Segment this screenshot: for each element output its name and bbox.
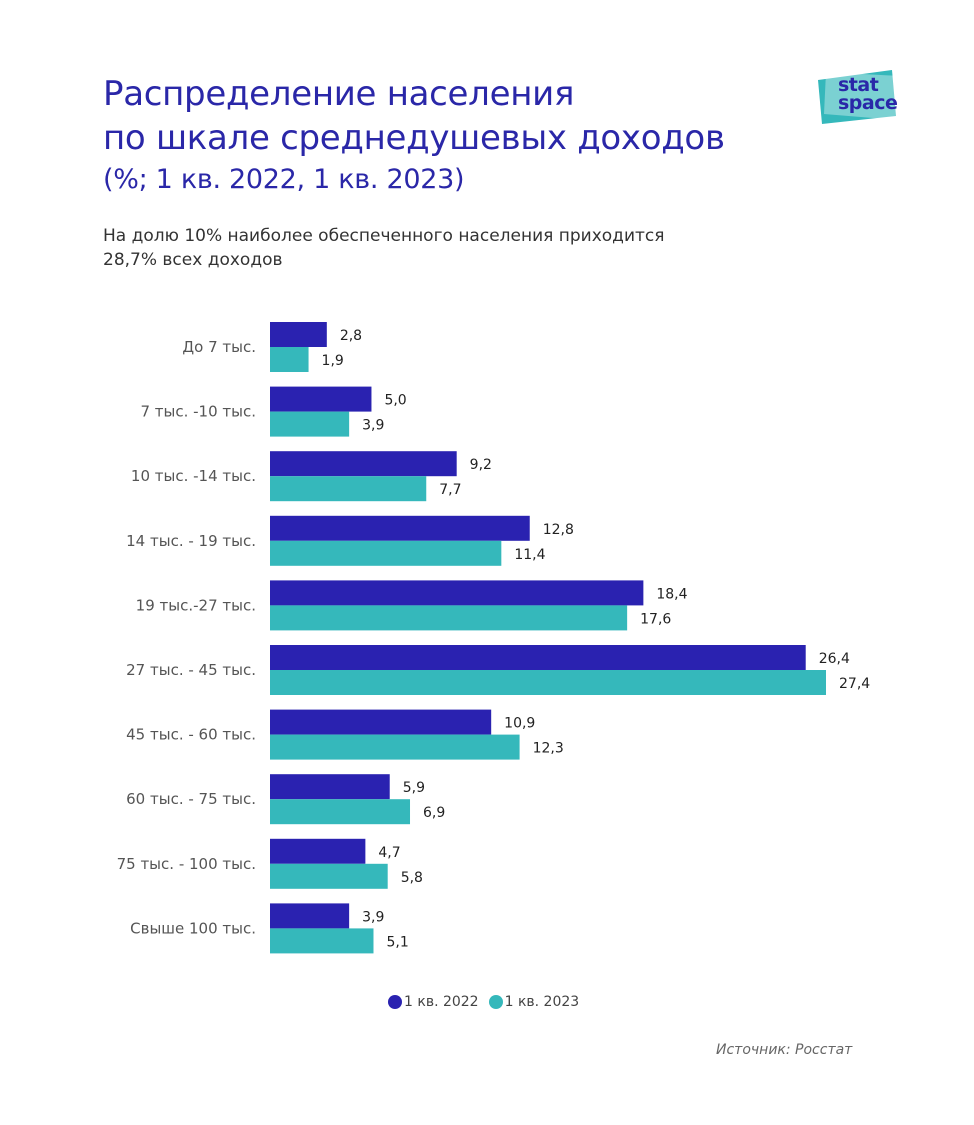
subtitle-line-1: На долю 10% наиболее обеспеченного насел… [103, 226, 665, 246]
value-label-2023: 11,4 [514, 547, 545, 563]
bar-2022 [270, 386, 372, 412]
logo-back-shape [818, 70, 896, 124]
value-label-2022: 3,9 [362, 909, 384, 925]
chart-title: Распределение населения по шкале среднед… [103, 72, 803, 200]
chart-subtitle: На долю 10% наиболее обеспеченного насел… [103, 224, 803, 272]
title-line-1: Распределение населения [103, 74, 575, 114]
category-label: 14 тыс. - 19 тыс. [126, 532, 256, 550]
title-line-3: (%; 1 кв. 2022, 1 кв. 2023) [103, 164, 465, 195]
legend-dot-2023 [488, 995, 503, 1009]
bar-2022 [270, 838, 366, 864]
logo-front-shape [824, 72, 900, 120]
logo-line-2: space [838, 92, 898, 114]
chart-legend: 1 кв. 2022 1 кв. 2023 [388, 992, 589, 1012]
value-label-2022: 12,8 [543, 522, 574, 538]
category-label: Свыше 100 тыс. [130, 919, 256, 937]
value-label-2022: 4,7 [378, 845, 400, 861]
value-label-2023: 12,3 [533, 741, 564, 757]
category-label: До 7 тыс. [182, 338, 256, 356]
category-label: 7 тыс. -10 тыс. [140, 403, 256, 421]
value-label-2023: 5,1 [386, 934, 408, 950]
value-label-2023: 17,6 [640, 611, 671, 627]
bar-2022 [270, 515, 530, 541]
bar-2023 [270, 605, 628, 631]
bar-2023 [270, 540, 502, 566]
value-label-2022: 5,0 [384, 393, 406, 409]
bar-2023 [270, 411, 350, 437]
subtitle-line-2: 28,7% всех доходов [103, 250, 283, 270]
value-label-2022: 10,9 [504, 716, 535, 732]
bar-2023 [270, 670, 826, 695]
bar-2022 [270, 451, 457, 477]
bar-2022 [270, 903, 350, 929]
legend-item-2022: 1 кв. 2022 [388, 994, 479, 1010]
value-label-2022: 26,4 [819, 651, 850, 667]
category-label: 10 тыс. -14 тыс. [131, 467, 256, 485]
value-label-2022: 5,9 [403, 780, 425, 796]
legend-label-2022: 1 кв. 2022 [404, 994, 479, 1010]
bar-2022 [270, 580, 644, 606]
value-label-2023: 6,9 [423, 805, 445, 821]
source-note: Источник: Росстат [716, 1042, 853, 1058]
bar-2022 [270, 774, 390, 800]
bar-2023 [270, 734, 520, 760]
bar-2022 [270, 709, 492, 735]
bar-2023 [270, 476, 427, 502]
category-label: 45 тыс. - 60 тыс. [126, 726, 256, 744]
bar-chart: До 7 тыс.2,81,97 тыс. -10 тыс.5,03,910 т… [117, 322, 870, 954]
category-label: 19 тыс.-27 тыс. [136, 596, 256, 614]
logo-text: stat space [838, 74, 928, 114]
value-label-2022: 18,4 [656, 586, 687, 602]
value-label-2022: 2,8 [340, 328, 362, 344]
value-label-2023: 1,9 [322, 353, 344, 369]
logo-line-1: stat [838, 74, 879, 96]
category-label: 60 тыс. - 75 тыс. [126, 790, 256, 808]
bar-2022 [270, 645, 806, 670]
value-label-2023: 27,4 [839, 676, 870, 692]
legend-item-2023: 1 кв. 2023 [488, 994, 580, 1010]
title-line-2: по шкале среднедушевых доходов [103, 118, 725, 158]
value-label-2023: 5,8 [401, 870, 423, 886]
bar-2023 [270, 347, 309, 372]
value-label-2023: 7,7 [439, 482, 461, 498]
bar-2022 [270, 322, 327, 347]
statspace-logo [818, 70, 900, 124]
category-label: 27 тыс. - 45 тыс. [126, 661, 256, 679]
category-label: 75 тыс. - 100 тыс. [117, 855, 256, 873]
bar-2023 [270, 863, 388, 889]
legend-dot-2022 [388, 995, 402, 1009]
bar-2023 [270, 799, 411, 825]
value-label-2023: 3,9 [362, 418, 384, 434]
legend-label-2023: 1 кв. 2023 [504, 994, 580, 1010]
bar-2023 [270, 928, 374, 954]
value-label-2022: 9,2 [470, 457, 492, 473]
